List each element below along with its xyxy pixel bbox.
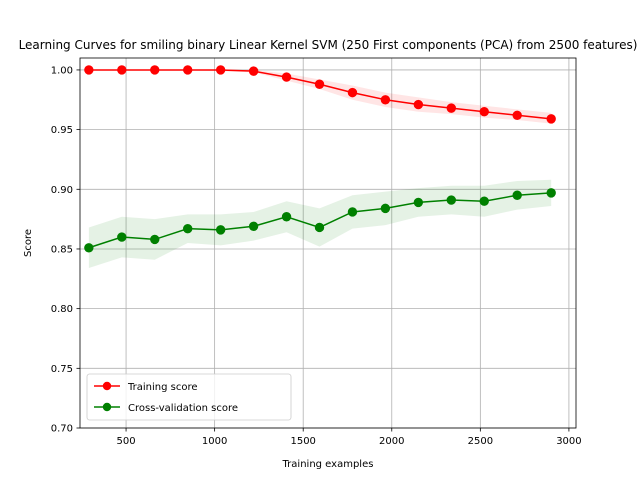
- legend-marker-1: [102, 402, 112, 412]
- data-point-1-0: [84, 243, 94, 253]
- y-tick-label: 0.75: [51, 364, 73, 375]
- data-point-1-3: [183, 223, 193, 234]
- legend-marker-0: [102, 381, 112, 391]
- data-point-1-14: [546, 188, 556, 198]
- y-tick-label: 0.80: [51, 304, 73, 315]
- y-tick-label: 0.70: [51, 424, 73, 435]
- y-tick-label: 0.85: [51, 244, 73, 255]
- data-point-1-10: [413, 197, 424, 208]
- legend-label-0: Training score: [127, 382, 198, 393]
- data-point-1-11: [446, 195, 456, 205]
- x-tick-label: 2500: [468, 436, 493, 447]
- data-point-1-2: [150, 234, 160, 245]
- data-point-1-5: [248, 221, 259, 231]
- data-point-0-9: [380, 95, 391, 105]
- x-tick-label: 500: [117, 436, 136, 447]
- legend-label-1: Cross-validation score: [128, 403, 238, 414]
- legend-box: [86, 373, 292, 421]
- x-axis-label: Training examples: [282, 459, 374, 470]
- axes: [76, 57, 577, 432]
- data-point-0-14: [546, 114, 556, 124]
- legend: Training score Cross-validation score: [86, 373, 292, 421]
- tick-labels: 500 1000 1500 2000 2500 3000 0.70 0.75 0.80 0.85 0…: [51, 65, 582, 447]
- data-point-0-8: [347, 87, 358, 98]
- data-point-0-7: [314, 79, 325, 89]
- data-point-1-8: [347, 207, 358, 217]
- data-point-1-9: [380, 203, 391, 214]
- data-point-0-1: [117, 65, 127, 75]
- grid: [80, 58, 576, 429]
- plot-frame: [79, 57, 577, 429]
- chart-title: Learning Curves for smiling binary Linea…: [19, 38, 638, 52]
- data-point-0-5: [248, 66, 259, 76]
- data-point-1-1: [117, 232, 127, 242]
- data-point-0-12: [479, 107, 489, 117]
- data-point-0-10: [413, 99, 424, 110]
- data-point-0-6: [281, 72, 292, 82]
- data-point-0-13: [512, 110, 522, 120]
- x-tick-label: 1000: [202, 436, 227, 447]
- series-lines: [84, 65, 556, 253]
- data-point-0-11: [446, 103, 456, 113]
- data-point-0-3: [183, 65, 193, 75]
- x-tick-label: 2000: [379, 436, 404, 447]
- x-tick-label: 3000: [556, 436, 581, 447]
- y-tick-label: 1.00: [51, 65, 73, 76]
- confidence-band-0: [88, 69, 552, 124]
- y-tick-label: 0.90: [51, 185, 73, 196]
- data-point-1-13: [512, 190, 522, 200]
- data-point-1-12: [479, 196, 489, 206]
- data-point-0-2: [150, 65, 160, 75]
- data-point-1-4: [215, 225, 226, 235]
- data-point-0-0: [84, 65, 94, 75]
- data-point-1-7: [314, 222, 325, 233]
- y-axis-label: Score: [23, 229, 34, 257]
- x-tick-label: 1500: [290, 436, 315, 447]
- y-tick-label: 0.95: [51, 125, 73, 136]
- data-point-0-4: [215, 65, 226, 75]
- data-point-1-6: [281, 212, 292, 222]
